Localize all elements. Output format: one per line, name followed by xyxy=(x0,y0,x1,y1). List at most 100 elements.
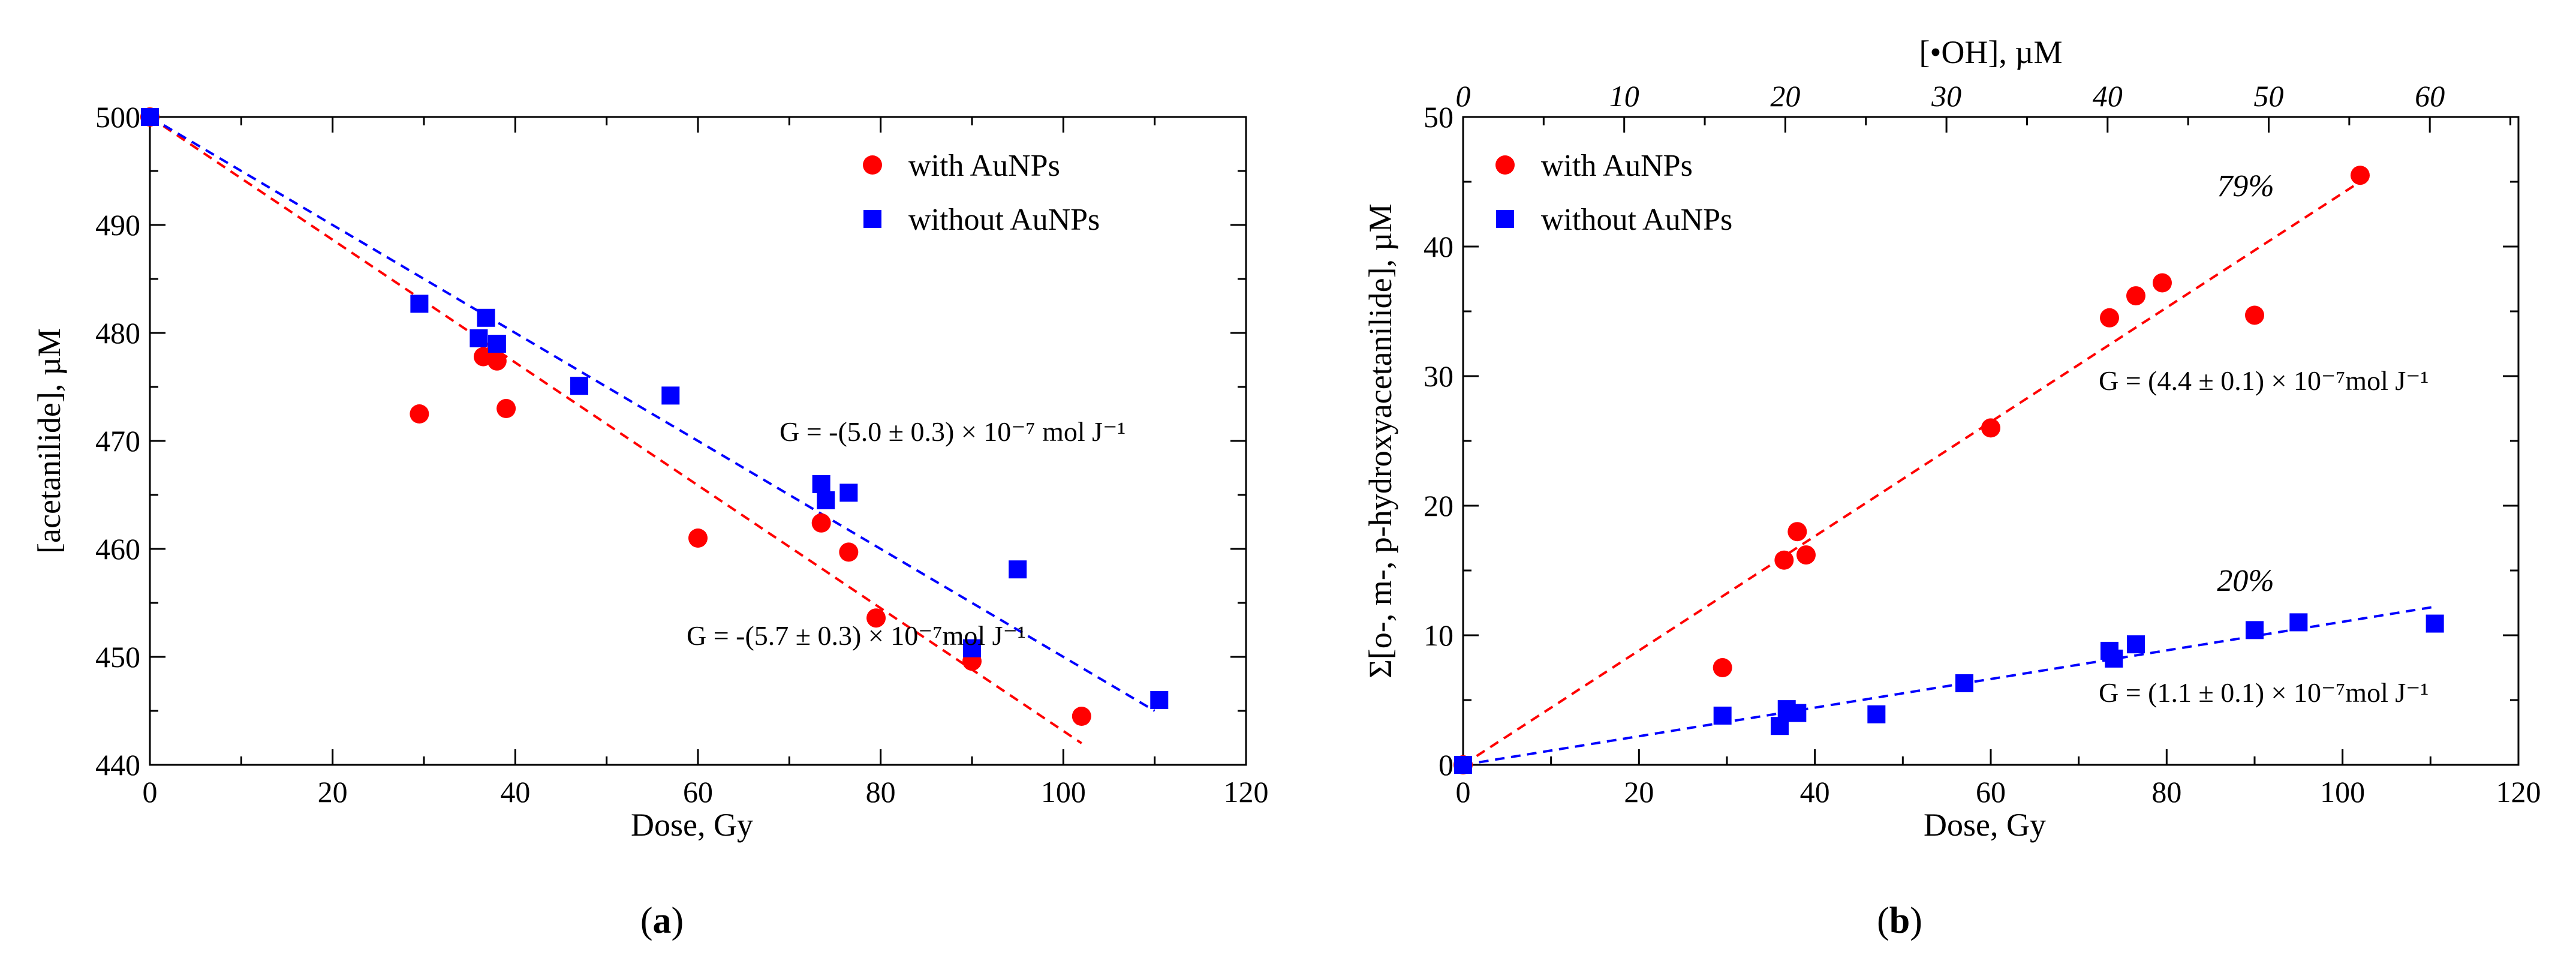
without-aunps-legend-label: without AuNPs xyxy=(1541,203,1732,237)
x-tick-label: 80 xyxy=(2151,775,2181,809)
without-aunps-point xyxy=(1454,756,1472,774)
without-aunps-percent-label: 20% xyxy=(2217,564,2274,598)
without-aunps-point xyxy=(470,329,487,347)
without-aunps-point xyxy=(1955,674,1973,692)
with-aunps-g-annotation: G = (4.4 ± 0.1) × 10⁻⁷mol J⁻¹ xyxy=(2099,365,2428,396)
x-axis-title: Dose, Gy xyxy=(631,807,753,843)
without-aunps-point xyxy=(1009,560,1027,578)
panel-label: (b) xyxy=(1877,900,1922,941)
x-tick-label: 20 xyxy=(318,775,348,809)
y-tick-label: 500 xyxy=(95,100,140,134)
y-tick-label: 50 xyxy=(1424,100,1453,134)
x2-tick-label: 20 xyxy=(1770,79,1800,113)
with-aunps-point xyxy=(2351,166,2370,185)
y-tick-label: 480 xyxy=(95,316,140,350)
without-aunps-point xyxy=(570,377,588,395)
x2-tick-label: 50 xyxy=(2254,79,2284,113)
without-aunps-point xyxy=(1150,691,1168,709)
x-tick-label: 60 xyxy=(1976,775,2006,809)
y-tick-label: 30 xyxy=(1424,359,1453,393)
without-aunps-point xyxy=(1867,705,1885,723)
x2-tick-label: 40 xyxy=(2093,79,2123,113)
with-aunps-legend-label: with AuNPs xyxy=(908,149,1060,183)
without-aunps-point xyxy=(2246,621,2264,639)
y-tick-label: 0 xyxy=(1439,748,1453,782)
with-aunps-point xyxy=(812,513,831,533)
x2-axis-title: [•OH], µM xyxy=(1919,34,2063,70)
without-aunps-legend-marker xyxy=(1496,210,1514,228)
without-aunps-point xyxy=(488,335,506,353)
with-aunps-point xyxy=(688,528,708,548)
panel-label: (a) xyxy=(640,900,684,941)
panel-label-open: ( xyxy=(1877,900,1889,941)
x2-tick-label: 30 xyxy=(1931,79,1961,113)
x-tick-label: 0 xyxy=(1456,775,1471,809)
y-tick-label: 440 xyxy=(95,748,140,782)
x2-tick-label: 0 xyxy=(1456,79,1471,113)
panel-label-letter: b xyxy=(1889,900,1910,941)
without-aunps-g-annotation: G = (1.1 ± 0.1) × 10⁻⁷mol J⁻¹ xyxy=(2099,677,2428,708)
with-aunps-point xyxy=(487,352,507,371)
x-tick-label: 100 xyxy=(1041,775,1086,809)
without-aunps-point xyxy=(2127,635,2145,653)
x-tick-label: 80 xyxy=(866,775,896,809)
panel-label-open: ( xyxy=(640,900,653,941)
with-aunps-point xyxy=(1787,522,1807,541)
without-aunps-point xyxy=(812,475,830,493)
without-aunps-g-annotation: G = -(5.0 ± 0.3) × 10⁻⁷ mol J⁻¹ xyxy=(780,416,1126,447)
panel-label-letter: a xyxy=(653,900,672,941)
without-aunps-point xyxy=(477,309,495,327)
with-aunps-g-annotation: G = -(5.7 ± 0.3) × 10⁻⁷mol J⁻¹ xyxy=(687,620,1026,651)
y-tick-label: 490 xyxy=(95,208,140,242)
panel-label-close: ) xyxy=(672,900,684,941)
with-aunps-point xyxy=(410,404,429,424)
with-aunps-point xyxy=(839,542,858,561)
y-tick-label: 450 xyxy=(95,640,140,674)
x2-tick-label: 10 xyxy=(1609,79,1639,113)
panel-a-chart: 0 20 40 60 80 100 120 440 450 460 470 480 490 500 Dose… xyxy=(31,100,1269,941)
with-aunps-point xyxy=(2100,308,2119,328)
with-aunps-legend-marker xyxy=(1495,155,1515,175)
without-aunps-point xyxy=(410,295,428,313)
without-aunps-point xyxy=(1788,704,1806,722)
x-tick-label: 40 xyxy=(1800,775,1830,809)
y-tick-label: 20 xyxy=(1424,489,1453,522)
without-aunps-point xyxy=(1771,717,1789,735)
without-aunps-point xyxy=(2105,650,2123,668)
with-aunps-point xyxy=(1072,707,1091,726)
with-aunps-point xyxy=(2126,286,2145,305)
with-aunps-point xyxy=(496,399,516,418)
with-aunps-legend-label: with AuNPs xyxy=(1541,149,1693,183)
without-aunps-point xyxy=(839,484,857,501)
x-axis-title: Dose, Gy xyxy=(1924,807,2046,843)
x-tick-label: 20 xyxy=(1624,775,1654,809)
with-aunps-percent-label: 79% xyxy=(2217,169,2274,203)
x-tick-label: 60 xyxy=(683,775,713,809)
with-aunps-point xyxy=(2153,273,2172,292)
with-aunps-point xyxy=(1981,418,2000,437)
without-aunps-point xyxy=(661,386,679,404)
without-aunps-point xyxy=(141,108,159,126)
with-aunps-point xyxy=(2245,305,2264,325)
without-aunps-point xyxy=(1714,707,1732,725)
with-aunps-legend-marker xyxy=(863,155,882,175)
figure: 0 20 40 60 80 100 120440450460470480490500Dose… xyxy=(0,0,2576,970)
x-tick-label: 40 xyxy=(500,775,530,809)
with-aunps-point xyxy=(1774,551,1793,570)
y-axis-title: [acetanilide], µM xyxy=(31,328,67,554)
with-aunps-point xyxy=(1796,545,1816,564)
without-aunps-legend-marker xyxy=(863,210,881,228)
x-tick-label: 120 xyxy=(1224,775,1269,809)
with-aunps-point xyxy=(1713,658,1732,677)
x-tick-label: 0 xyxy=(143,775,158,809)
y-tick-label: 40 xyxy=(1424,230,1453,263)
panel-label-close: ) xyxy=(1910,900,1922,941)
without-aunps-point xyxy=(817,491,835,509)
y-tick-label: 460 xyxy=(95,532,140,566)
without-aunps-point xyxy=(2426,615,2444,633)
x-tick-label: 120 xyxy=(2496,775,2541,809)
without-aunps-legend-label: without AuNPs xyxy=(908,203,1100,237)
y-tick-label: 10 xyxy=(1424,618,1453,652)
x-tick-label: 100 xyxy=(2320,775,2365,809)
